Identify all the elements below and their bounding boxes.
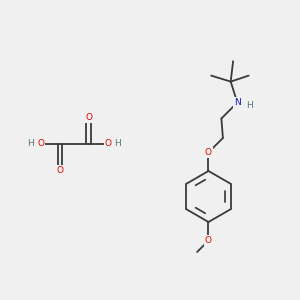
Text: H: H bbox=[247, 100, 253, 109]
Text: O: O bbox=[56, 166, 64, 175]
Text: H: H bbox=[28, 140, 34, 148]
Text: O: O bbox=[205, 236, 212, 245]
Text: O: O bbox=[37, 140, 44, 148]
Text: N: N bbox=[234, 98, 241, 107]
Text: O: O bbox=[104, 140, 112, 148]
Text: O: O bbox=[85, 113, 92, 122]
Text: O: O bbox=[205, 148, 212, 157]
Text: H: H bbox=[114, 140, 121, 148]
